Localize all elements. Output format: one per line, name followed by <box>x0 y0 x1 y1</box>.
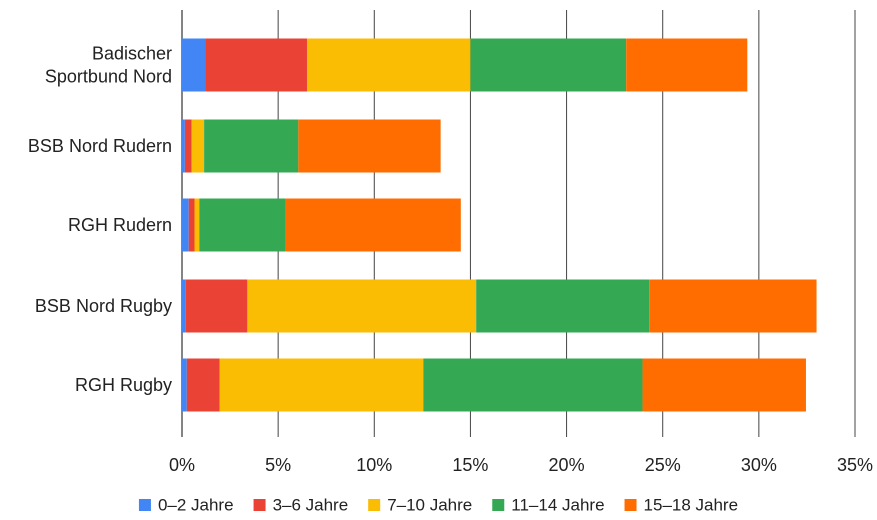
bar-segment <box>186 358 220 412</box>
x-tick-label: 30% <box>741 455 777 475</box>
category-label-line: RGH Rugby <box>75 375 172 395</box>
category-label-line: RGH Rudern <box>68 215 172 235</box>
bar-segment <box>185 279 248 333</box>
legend-swatch <box>368 499 381 511</box>
bar-segment <box>476 279 650 333</box>
category-label: Badischer Sportbund Nord <box>45 44 172 87</box>
bar-segment <box>626 38 748 92</box>
bar-segment <box>285 198 461 252</box>
bar-segment <box>182 38 206 92</box>
legend-swatch <box>138 499 151 511</box>
category-label-line: BSB Nord Rudern <box>28 136 172 156</box>
bar-segment <box>642 358 806 412</box>
x-tick-labels: 0% 5% 10% 15% 20% 25% 30% 35% <box>169 455 873 475</box>
bar-segment <box>199 198 286 252</box>
bar-segment <box>184 119 192 173</box>
bar-segment <box>423 358 643 412</box>
category-label: RGH Rugby <box>75 375 172 395</box>
bar-segment <box>182 119 185 173</box>
bars <box>182 38 817 412</box>
legend-swatch <box>492 499 505 511</box>
bar-segment <box>649 279 817 333</box>
bar-segment <box>182 279 186 333</box>
x-tick-label: 35% <box>837 455 873 475</box>
bar-segment <box>306 38 471 92</box>
legend-swatch <box>253 499 266 511</box>
category-label: BSB Nord Rudern <box>28 136 172 156</box>
bar-segment <box>194 198 200 252</box>
bar-segment <box>247 279 477 333</box>
bar-segment <box>205 38 307 92</box>
legend: 0–2 Jahre 3–6 Jahre 7–10 Jahre 11–14 Jahre 1… <box>138 496 739 515</box>
x-tick-label: 0% <box>169 455 195 475</box>
legend-label: 7–10 Jahre <box>387 496 472 515</box>
bar-segment <box>188 198 195 252</box>
bar-segment <box>182 198 189 252</box>
x-tick-label: 10% <box>356 455 392 475</box>
category-label-line: Badischer <box>92 44 172 64</box>
category-label-line: BSB Nord Rugby <box>35 296 172 316</box>
bar-segment <box>191 119 205 173</box>
bar-segment <box>470 38 627 92</box>
bar-segment <box>219 358 424 412</box>
x-tick-label: 5% <box>265 455 291 475</box>
legend-label: 3–6 Jahre <box>273 496 349 515</box>
bar-segment <box>182 358 187 412</box>
x-tick-label: 15% <box>452 455 488 475</box>
legend-swatch <box>624 499 637 511</box>
legend-label: 0–2 Jahre <box>158 496 234 515</box>
category-label: RGH Rudern <box>68 215 172 235</box>
legend-label: 11–14 Jahre <box>511 496 604 515</box>
x-tick-label: 20% <box>549 455 585 475</box>
category-label-line: Sportbund Nord <box>45 67 172 87</box>
bar-segment <box>204 119 299 173</box>
category-labels: Badischer Sportbund Nord BSB Nord Rudern RG… <box>28 44 172 396</box>
category-label: BSB Nord Rugby <box>35 296 172 316</box>
legend-label: 15–18 Jahre <box>644 496 739 515</box>
x-tick-label: 25% <box>645 455 681 475</box>
bar-segment <box>298 119 441 173</box>
